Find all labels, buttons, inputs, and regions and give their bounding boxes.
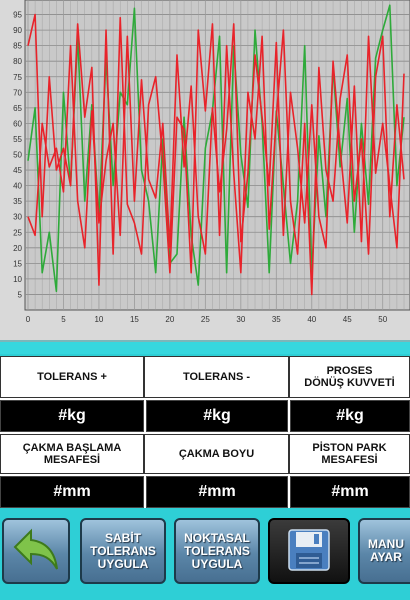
header-tolerans-plus: TOLERANS +	[0, 356, 144, 398]
y-tick-label: 95	[13, 11, 22, 20]
value-cakma-baslama-mesafesi[interactable]: #mm	[0, 476, 144, 508]
y-tick-label: 75	[13, 73, 22, 82]
y-tick-label: 10	[13, 275, 22, 284]
value-text: #kg	[336, 407, 364, 424]
y-tick-label: 90	[13, 26, 22, 35]
value-proses-donus-kuvveti[interactable]: #kg	[290, 400, 410, 432]
x-tick-label: 35	[272, 315, 281, 324]
parameter-table: TOLERANS + TOLERANS - PROSES DÖNÜŞ KUVVE…	[0, 356, 410, 508]
header-tolerans-minus: TOLERANS -	[144, 356, 289, 398]
x-tick-label: 10	[94, 315, 103, 324]
y-tick-label: 80	[13, 57, 22, 66]
x-tick-label: 25	[201, 315, 210, 324]
y-tick-label: 60	[13, 119, 22, 128]
back-button[interactable]	[2, 518, 70, 584]
header-cakma-baslama-mesafesi: ÇAKMA BAŞLAMA MESAFESİ	[0, 434, 144, 474]
header-label: ÇAKMA BAŞLAMA MESAFESİ	[22, 442, 122, 466]
series-layer	[27, 4, 405, 296]
value-text: #mm	[198, 483, 236, 500]
x-tick-label: 0	[26, 315, 31, 324]
button-bar: SABİT TOLERANS UYGULA NOKTASAL TOLERANS …	[0, 512, 410, 600]
noktasal-tolerans-uygula-button[interactable]: NOKTASAL TOLERANS UYGULA	[174, 518, 260, 584]
y-axis: 5 10 15 20 25 30 35 40 45 50 55 60 65 70 75 80 85 90 95	[13, 11, 22, 300]
header-label: TOLERANS +	[37, 371, 107, 383]
y-tick-label: 25	[13, 228, 22, 237]
button-label: MANU AYAR	[368, 537, 404, 564]
header-label: PİSTON PARK MESAFESİ	[312, 442, 387, 466]
header-label: TOLERANS -	[182, 371, 251, 383]
y-tick-label: 70	[13, 88, 22, 97]
value-cakma-boyu[interactable]: #mm	[146, 476, 288, 508]
back-arrow-icon	[11, 527, 61, 576]
line-chart: 5 10 15 20 25 30 35 40 45 50 55 60 65 70 75 80 85 90 95 0 5…	[13, 0, 410, 324]
y-tick-label: 15	[13, 259, 22, 268]
series-line-2	[27, 23, 405, 255]
y-tick-label: 20	[13, 244, 22, 253]
x-tick-label: 5	[61, 315, 66, 324]
value-text: #kg	[203, 407, 231, 424]
x-axis: 051015202530354045505	[26, 315, 388, 324]
y-tick-label: 40	[13, 182, 22, 191]
x-tick-label: 20	[165, 315, 174, 324]
value-tolerans-plus[interactable]: #kg	[0, 400, 144, 432]
y-tick-label: 55	[13, 135, 22, 144]
x-tick-label: 30	[236, 315, 245, 324]
value-tolerans-minus[interactable]: #kg	[146, 400, 288, 432]
manuel-ayar-button[interactable]: MANU AYAR	[358, 518, 410, 584]
button-label: NOKTASAL TOLERANS UYGULA	[184, 530, 250, 571]
y-tick-label: 5	[18, 290, 23, 299]
x-tick-label: 40	[307, 315, 316, 324]
x-tick-label: 15	[130, 315, 139, 324]
value-text: #mm	[53, 483, 91, 500]
value-text: #kg	[58, 407, 86, 424]
header-proses-donus-kuvveti: PROSES DÖNÜŞ KUVVETİ	[289, 356, 410, 398]
x-tick-label: 45	[343, 315, 352, 324]
y-tick-label: 30	[13, 213, 22, 222]
header-piston-park-mesafesi: PİSTON PARK MESAFESİ	[289, 434, 410, 474]
y-tick-label: 45	[13, 166, 22, 175]
separator-band	[0, 340, 410, 354]
series-line-1	[27, 13, 405, 296]
value-piston-park-mesafesi[interactable]: #mm	[290, 476, 410, 508]
header-label: PROSES DÖNÜŞ KUVVETİ	[304, 365, 395, 389]
y-tick-label: 85	[13, 42, 22, 51]
header-cakma-boyu: ÇAKMA BOYU	[144, 434, 289, 474]
x-tick-label: 50	[378, 315, 387, 324]
sabit-tolerans-uygula-button[interactable]: SABİT TOLERANS UYGULA	[80, 518, 166, 584]
save-button[interactable]	[268, 518, 350, 584]
y-tick-label: 50	[13, 151, 22, 160]
floppy-disk-icon	[286, 527, 332, 576]
button-label: SABİT TOLERANS UYGULA	[90, 530, 156, 571]
y-tick-label: 65	[13, 104, 22, 113]
header-label: ÇAKMA BOYU	[178, 448, 255, 460]
y-tick-label: 35	[13, 197, 22, 206]
chart-panel: 5 10 15 20 25 30 35 40 45 50 55 60 65 70 75 80 85 90 95 0 5…	[0, 0, 410, 340]
value-text: #mm	[331, 483, 369, 500]
